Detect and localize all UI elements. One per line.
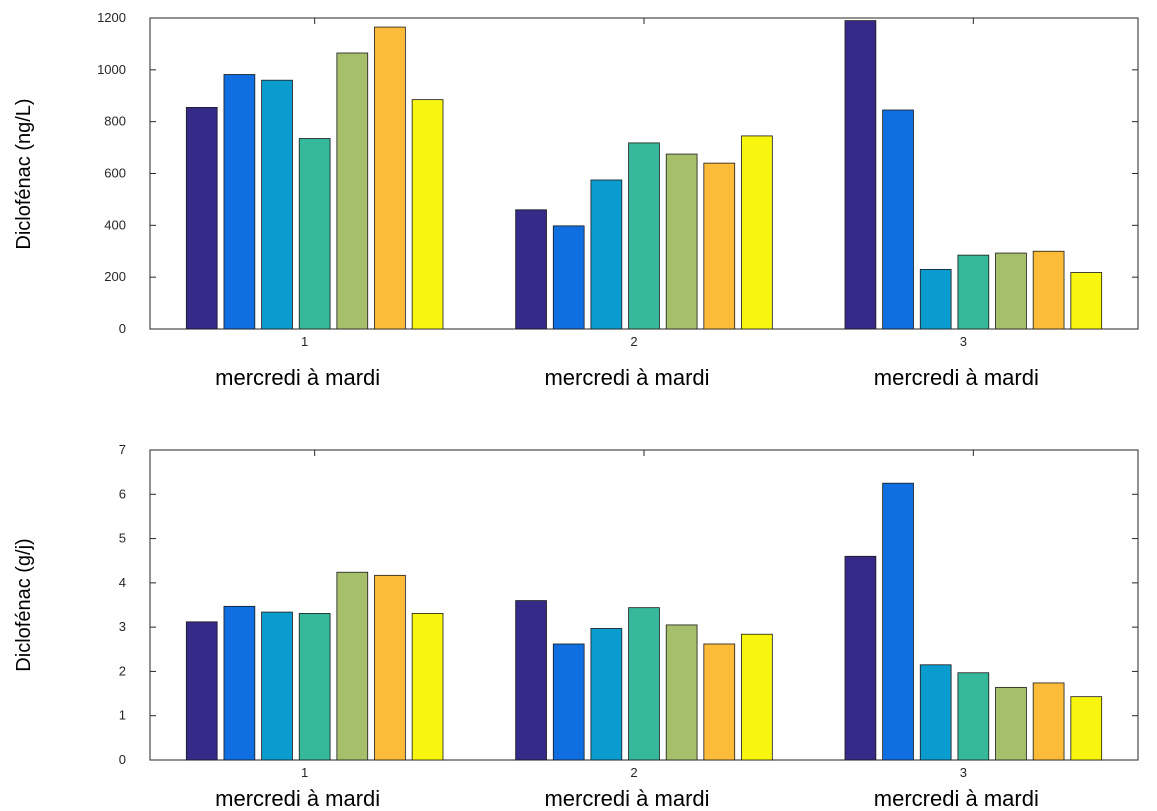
y-tick-label: 7 — [119, 442, 126, 457]
bar — [665, 624, 698, 761]
category-label: mercredi à mardi — [215, 786, 380, 811]
x-tick-label: 2 — [630, 765, 637, 780]
y-tick-label: 600 — [104, 166, 126, 181]
chart-diclofenac-load: 0 1 2 3 4 5 6 7 1 mercredi à mardi 2 mercredi à mar… — [13, 442, 1139, 811]
bar — [919, 268, 952, 330]
x-tick-label: 3 — [960, 765, 967, 780]
bar — [223, 74, 256, 330]
y-tick-label: 0 — [119, 752, 126, 767]
bar — [223, 605, 256, 761]
bar — [261, 79, 293, 330]
category-label: mercredi à mardi — [544, 786, 709, 811]
y-tick-label: 800 — [104, 114, 126, 129]
bar — [1032, 250, 1065, 330]
bar — [185, 621, 218, 761]
bar — [590, 179, 623, 330]
bar — [515, 600, 547, 761]
y-tick-label: 3 — [119, 619, 126, 634]
bar — [1032, 682, 1065, 761]
bar — [590, 628, 623, 761]
bar — [703, 643, 736, 761]
y-tick-label: 0 — [119, 321, 126, 336]
bar — [995, 686, 1027, 761]
bar — [552, 225, 585, 330]
bar — [844, 555, 877, 761]
category-label: mercredi à mardi — [544, 365, 709, 390]
bar — [957, 672, 990, 761]
bar — [411, 613, 444, 761]
bar — [882, 109, 914, 330]
bar — [741, 135, 773, 330]
category-label: mercredi à mardi — [215, 365, 380, 390]
bar — [995, 252, 1027, 330]
bar — [298, 613, 331, 761]
bar — [957, 254, 990, 330]
x-tick-label: 1 — [301, 334, 308, 349]
x-tick-label: 2 — [630, 334, 637, 349]
bar — [1070, 696, 1103, 761]
bar — [374, 26, 406, 330]
bar — [374, 574, 406, 761]
bar — [741, 633, 773, 761]
bar — [298, 138, 331, 330]
bar — [336, 571, 369, 761]
bar — [882, 482, 914, 761]
y-axis-label: Diclofénac (ng/L) — [13, 98, 35, 249]
y-tick-label: 1000 — [97, 62, 126, 77]
y-tick-label: 1 — [119, 708, 126, 723]
bar — [628, 607, 660, 761]
category-label: mercredi à mardi — [874, 786, 1039, 811]
y-tick-label: 4 — [119, 575, 126, 590]
bar — [336, 52, 369, 330]
bar — [665, 153, 698, 330]
y-tick-label: 6 — [119, 486, 126, 501]
bar — [515, 209, 547, 330]
y-tick-label: 2 — [119, 663, 126, 678]
bar — [185, 107, 218, 330]
y-tick-label: 200 — [104, 269, 126, 284]
bar — [844, 20, 877, 330]
bar — [703, 162, 736, 330]
bar — [628, 142, 660, 330]
x-tick-label: 1 — [301, 765, 308, 780]
y-axis-label: Diclofénac (g/j) — [13, 538, 35, 671]
bar — [919, 664, 952, 761]
x-tick-label: 3 — [960, 334, 967, 349]
y-tick-label: 1200 — [97, 10, 126, 25]
bar — [261, 611, 293, 761]
bar — [411, 99, 444, 330]
category-label: mercredi à mardi — [874, 365, 1039, 390]
chart-diclofenac-concentration: 0 200 400 600 800 1000 1200 1 mercredi à mardi 2 m… — [13, 10, 1139, 390]
y-tick-label: 5 — [119, 531, 126, 546]
bar — [552, 643, 585, 761]
bar — [1070, 272, 1103, 330]
y-tick-label: 400 — [104, 217, 126, 232]
